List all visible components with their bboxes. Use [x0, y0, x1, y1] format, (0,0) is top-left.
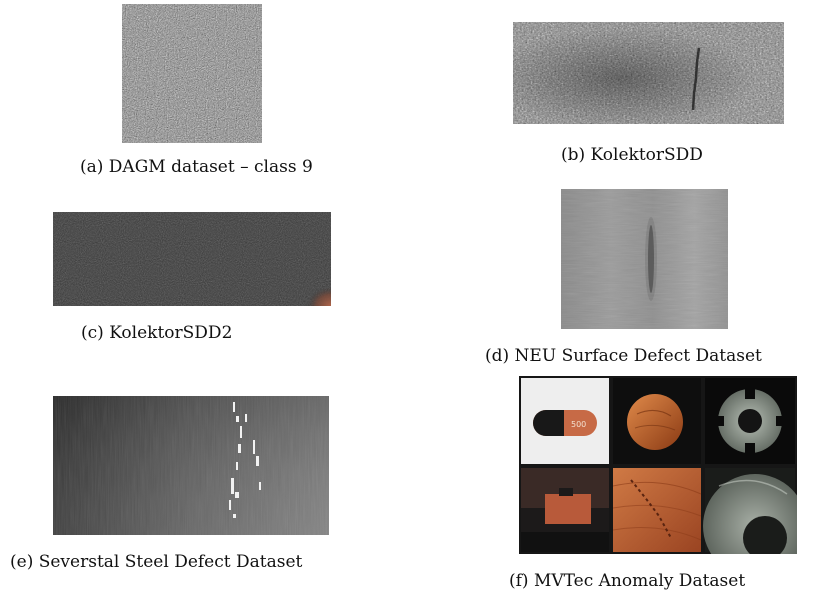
mvtec-grid-image: 500 [519, 376, 797, 554]
panel-a-image [122, 4, 262, 143]
panel-c-image [53, 212, 331, 306]
mvtec-capsule-cell: 500 [521, 378, 609, 464]
panel-d-image [561, 189, 728, 329]
caption-c: (c) KolektorSDD2 [81, 323, 233, 343]
mvtec-metalnut-cell [705, 378, 795, 464]
dagm-texture-image [122, 4, 262, 143]
caption-e: (e) Severstal Steel Defect Dataset [10, 552, 303, 572]
caption-a: (a) DAGM dataset – class 9 [80, 157, 313, 177]
panel-b-image [513, 22, 784, 124]
caption-f: (f) MVTec Anomaly Dataset [509, 571, 746, 591]
kolektorsdd2-image [53, 212, 331, 306]
mvtec-screw-cell [703, 468, 797, 554]
panel-e-image [53, 396, 329, 535]
caption-b: (b) KolektorSDD [561, 145, 703, 165]
capsule-label: 500 [571, 420, 586, 429]
caption-d: (d) NEU Surface Defect Dataset [485, 346, 762, 366]
severstal-steel-image [53, 396, 329, 535]
neu-defect-image [561, 189, 728, 329]
mvtec-wood-cell [612, 468, 702, 552]
kolektorsdd-image [513, 22, 784, 124]
mvtec-hazelnut-cell [613, 378, 701, 464]
mvtec-transistor-cell [521, 468, 609, 552]
panel-f-image: 500 [519, 376, 797, 554]
